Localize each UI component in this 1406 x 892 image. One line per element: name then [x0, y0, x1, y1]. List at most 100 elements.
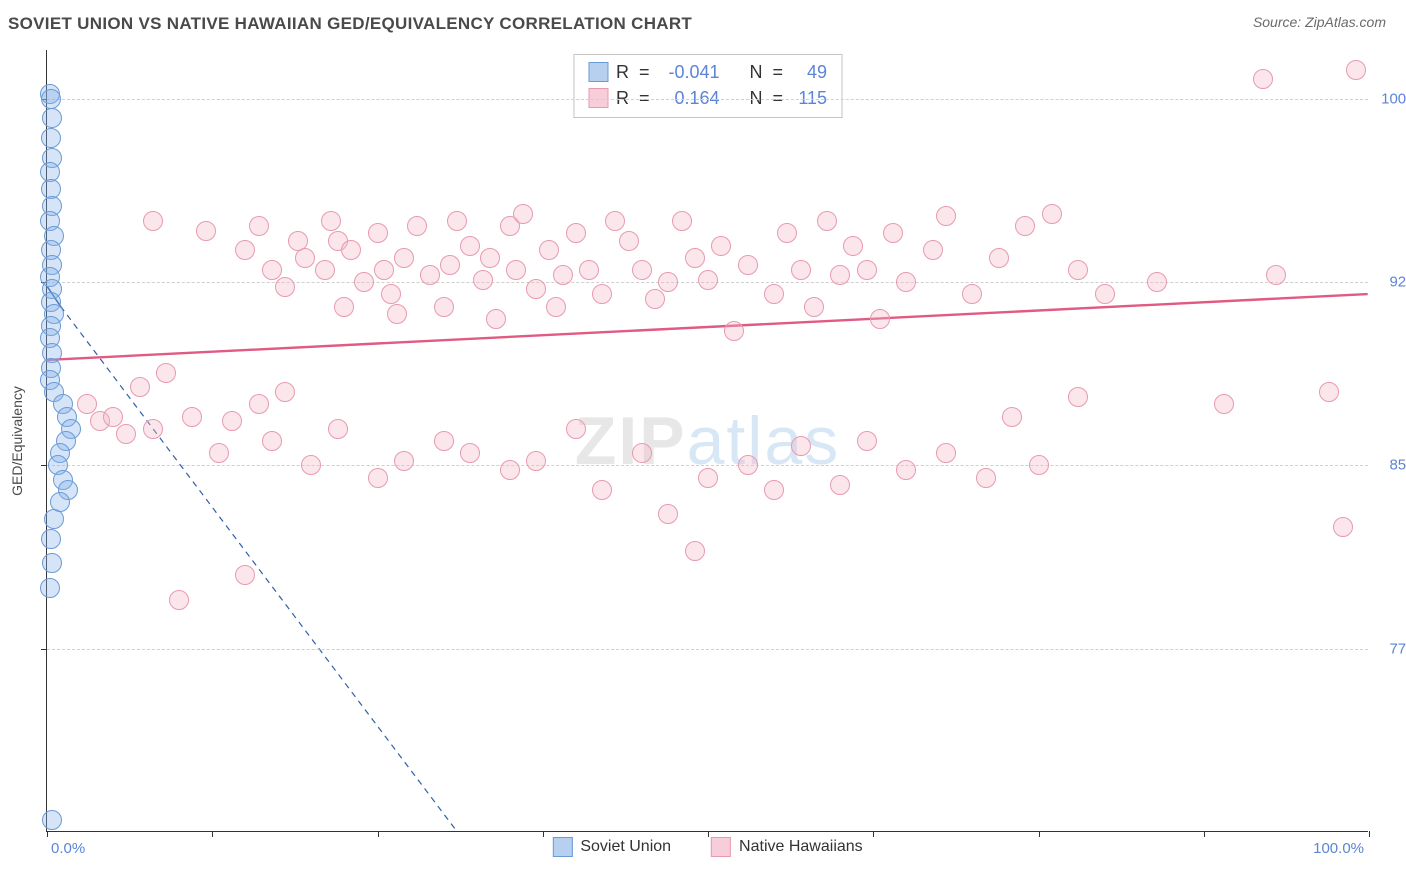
scatter-point	[830, 475, 850, 495]
grid-line	[47, 99, 1368, 100]
scatter-point	[447, 211, 467, 231]
scatter-point	[321, 211, 341, 231]
x-tick	[378, 831, 379, 837]
scatter-point	[764, 480, 784, 500]
scatter-point	[658, 504, 678, 524]
scatter-point	[41, 128, 61, 148]
scatter-point	[546, 297, 566, 317]
scatter-point	[103, 407, 123, 427]
scatter-point	[460, 443, 480, 463]
scatter-point	[275, 382, 295, 402]
scatter-point	[566, 419, 586, 439]
scatter-point	[116, 424, 136, 444]
scatter-point	[42, 553, 62, 573]
scatter-point	[1029, 455, 1049, 475]
equals-sign: =	[639, 59, 650, 85]
scatter-point	[1068, 260, 1088, 280]
scatter-point	[1147, 272, 1167, 292]
scatter-point	[870, 309, 890, 329]
scatter-point	[40, 578, 60, 598]
legend-label: Soviet Union	[580, 838, 671, 856]
scatter-point	[896, 460, 916, 480]
stats-swatch	[588, 62, 608, 82]
legend-swatch	[711, 837, 731, 857]
scatter-point	[711, 236, 731, 256]
scatter-point	[605, 211, 625, 231]
scatter-point	[579, 260, 599, 280]
x-tick	[1369, 831, 1370, 837]
scatter-point	[553, 265, 573, 285]
stat-r-label: R	[616, 59, 629, 85]
scatter-point	[539, 240, 559, 260]
scatter-point	[1346, 60, 1366, 80]
scatter-point	[883, 223, 903, 243]
scatter-point	[334, 297, 354, 317]
scatter-point	[857, 431, 877, 451]
scatter-point	[169, 590, 189, 610]
chart-title: SOVIET UNION VS NATIVE HAWAIIAN GED/EQUI…	[8, 14, 692, 34]
scatter-point	[394, 248, 414, 268]
scatter-point	[295, 248, 315, 268]
scatter-point	[843, 236, 863, 256]
source-label: Source: ZipAtlas.com	[1253, 14, 1386, 30]
scatter-point	[249, 216, 269, 236]
scatter-point	[936, 206, 956, 226]
scatter-point	[791, 260, 811, 280]
scatter-point	[989, 248, 1009, 268]
scatter-point	[619, 231, 639, 251]
scatter-point	[262, 260, 282, 280]
chart-header: SOVIET UNION VS NATIVE HAWAIIAN GED/EQUI…	[0, 0, 1406, 42]
scatter-point	[341, 240, 361, 260]
scatter-point	[566, 223, 586, 243]
scatter-point	[420, 265, 440, 285]
scatter-point	[460, 236, 480, 256]
scatter-point	[976, 468, 996, 488]
x-tick	[47, 831, 48, 837]
scatter-point	[1095, 284, 1115, 304]
scatter-point	[724, 321, 744, 341]
scatter-point	[672, 211, 692, 231]
scatter-point	[1253, 69, 1273, 89]
scatter-point	[222, 411, 242, 431]
scatter-point	[235, 240, 255, 260]
x-tick	[708, 831, 709, 837]
x-tick	[543, 831, 544, 837]
trend-line	[47, 294, 1367, 360]
trend-line	[61, 306, 457, 831]
scatter-point	[381, 284, 401, 304]
scatter-point	[328, 419, 348, 439]
scatter-point	[738, 255, 758, 275]
scatter-point	[1042, 204, 1062, 224]
scatter-point	[440, 255, 460, 275]
scatter-point	[209, 443, 229, 463]
scatter-point	[249, 394, 269, 414]
stats-row: R=-0.041N=49	[588, 59, 827, 85]
scatter-chart: ZIPatlas GED/Equivalency R=-0.041N=49R=0…	[46, 50, 1368, 832]
bottom-legend: Soviet Union Native Hawaiians	[552, 837, 862, 857]
scatter-point	[301, 455, 321, 475]
scatter-point	[592, 284, 612, 304]
scatter-point	[407, 216, 427, 236]
legend-swatch	[552, 837, 572, 857]
scatter-point	[857, 260, 877, 280]
scatter-point	[632, 443, 652, 463]
scatter-point	[354, 272, 374, 292]
scatter-point	[196, 221, 216, 241]
scatter-point	[480, 248, 500, 268]
watermark-zip: ZIP	[575, 403, 687, 479]
scatter-point	[182, 407, 202, 427]
y-tick-label: 100.0%	[1381, 90, 1406, 107]
scatter-point	[235, 565, 255, 585]
scatter-point	[387, 304, 407, 324]
stat-n-label: N	[750, 59, 763, 85]
scatter-point	[804, 297, 824, 317]
scatter-point	[434, 297, 454, 317]
scatter-point	[777, 223, 797, 243]
scatter-point	[526, 451, 546, 471]
scatter-point	[1002, 407, 1022, 427]
legend-label: Native Hawaiians	[739, 838, 863, 856]
x-axis-end-label: 100.0%	[1313, 840, 1364, 857]
scatter-point	[434, 431, 454, 451]
scatter-point	[473, 270, 493, 290]
equals-sign: =	[773, 59, 784, 85]
